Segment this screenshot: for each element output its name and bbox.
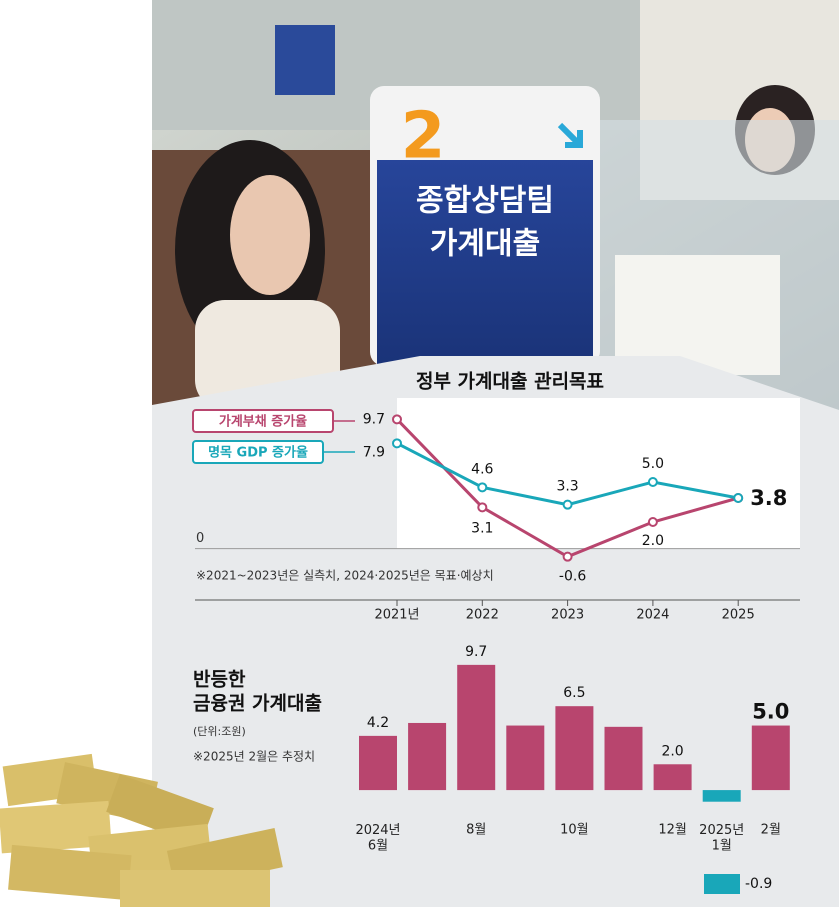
counter-number: 2 xyxy=(401,100,446,174)
point xyxy=(392,414,402,425)
x-tick-label: 10월 xyxy=(560,823,589,838)
value-label: 9.7 xyxy=(363,411,385,427)
x-tick-label: 8월 xyxy=(466,823,486,838)
value-label: 7.9 xyxy=(363,444,385,460)
legend-label: 명목 GDP 증가율 xyxy=(208,445,308,461)
value-label: 5.0 xyxy=(752,700,789,724)
value-label: -0.9 xyxy=(745,876,772,892)
chart-title: 금융권 가계대출 xyxy=(193,693,322,715)
value-label: 2.0 xyxy=(661,743,683,759)
value-label: 9.7 xyxy=(465,644,487,660)
bar xyxy=(457,664,496,791)
x-tick-label: 2025년 1월 xyxy=(699,823,744,854)
note: ※2021~2023년은 실측치, 2024·2025년은 목표·예상치 xyxy=(196,569,494,583)
negative-swatch xyxy=(704,874,740,894)
x-tick-label: 2025 xyxy=(722,608,755,623)
value-label: 3.1 xyxy=(471,520,493,536)
x-tick-label: 2022 xyxy=(466,608,499,623)
y-tick-label: 0 xyxy=(196,531,204,546)
chart-title: 반등한 xyxy=(193,669,246,691)
plot-area xyxy=(397,398,800,549)
value-label: 5.0 xyxy=(642,456,664,472)
sign-title: 종합상담팀 xyxy=(416,184,554,219)
value-label: 3.8 xyxy=(750,486,787,510)
bar xyxy=(359,735,397,791)
line-chart: 정부 가계대출 관리목표(단위:%)0※2021~2023년은 실측치, 202… xyxy=(192,371,800,623)
bar xyxy=(751,725,790,791)
value-label: 2.0 xyxy=(642,533,664,549)
x-tick-label: 2024 xyxy=(636,608,669,623)
bar xyxy=(506,725,545,791)
value-label: 6.5 xyxy=(563,685,585,701)
point xyxy=(562,551,573,562)
point xyxy=(647,477,658,487)
value-label: 4.2 xyxy=(367,715,389,731)
point xyxy=(477,482,488,493)
point xyxy=(477,502,488,513)
value-label: 4.6 xyxy=(471,461,493,477)
photo: 2 종합상담팀 가계대출 xyxy=(152,0,839,410)
legend-box xyxy=(192,409,334,433)
money-pile xyxy=(0,753,283,907)
x-tick-label: 2021년 xyxy=(374,608,419,623)
x-tick-label: 2024년 6월 xyxy=(355,823,400,854)
bar xyxy=(604,726,643,791)
legend-box xyxy=(192,440,324,464)
bar xyxy=(702,790,741,802)
point xyxy=(392,438,402,449)
x-tick-label: 2023 xyxy=(551,608,584,623)
point xyxy=(733,493,744,503)
value-label: 3.3 xyxy=(556,479,578,495)
chart-title: 정부 가계대출 관리목표 xyxy=(416,371,604,393)
chart-subtitle: (단위:조원) xyxy=(193,725,246,738)
sign-subtitle: 가계대출 xyxy=(430,227,540,262)
point xyxy=(647,517,658,527)
point xyxy=(562,499,573,510)
x-tick-label: 2월 xyxy=(761,823,781,838)
x-tick-label: 12월 xyxy=(658,823,687,838)
bar xyxy=(653,764,692,791)
bar xyxy=(555,706,594,791)
legend-label: 가계부채 증가율 xyxy=(219,414,307,430)
bar xyxy=(408,722,447,791)
note: ※2025년 2월은 추정치 xyxy=(193,750,315,764)
value-label: -0.6 xyxy=(559,569,586,585)
